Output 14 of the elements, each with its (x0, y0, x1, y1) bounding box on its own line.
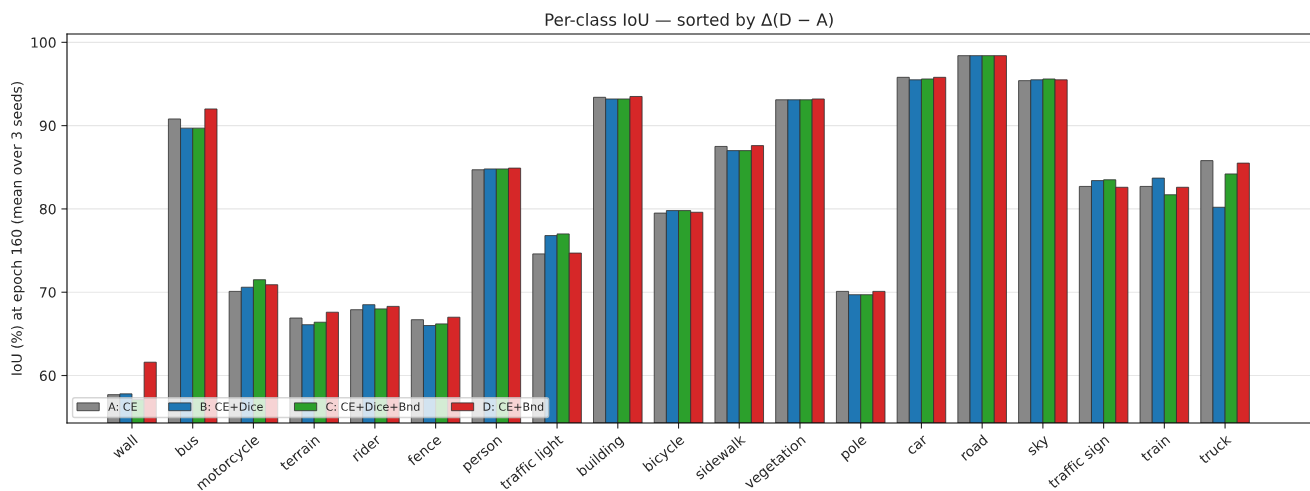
x-tick-label: sky (1025, 433, 1052, 459)
legend-label: C: CE+Dice+Bnd (326, 402, 420, 411)
legend-label: D: CE+Bnd (483, 402, 544, 411)
legend-label: B: CE+Dice (200, 402, 263, 411)
legend-label: A: CE (108, 402, 137, 411)
y-tick-label: 100 (31, 37, 56, 48)
y-tick-label: 80 (39, 203, 56, 215)
y-tick-label: 60 (39, 370, 56, 381)
y-axis-title: IoU (%) at epoch 160 (mean over 3 seeds) (11, 82, 25, 375)
y-tick-label: 90 (39, 120, 56, 132)
x-tick-label: car (907, 435, 929, 456)
y-tick-label: 70 (40, 287, 56, 298)
chart-title: Per-class IoU — sorted by Δ(D − A) (545, 13, 833, 30)
x-tick-label: bus (174, 433, 200, 457)
